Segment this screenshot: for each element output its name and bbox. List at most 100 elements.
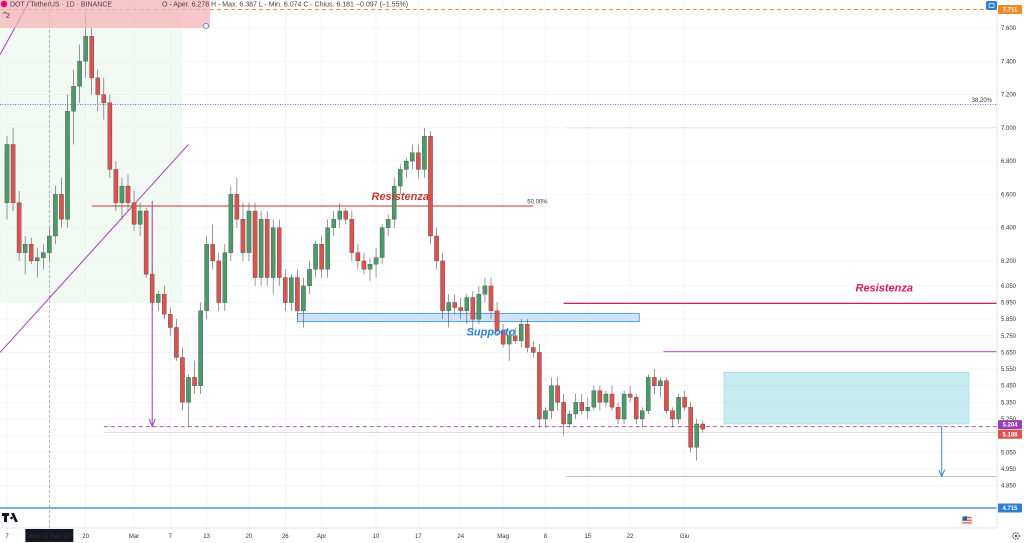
candle-body (658, 380, 663, 386)
candle-body (670, 410, 675, 420)
candle-body (168, 314, 173, 328)
candle-body (77, 61, 82, 87)
candle-body (361, 260, 367, 270)
price-tag (998, 420, 1022, 430)
candle-body (500, 330, 506, 345)
price-tag (998, 503, 1022, 513)
candle-body (198, 310, 203, 386)
candle-body (295, 277, 300, 311)
y-tick-label: 6.400 (1001, 226, 1017, 232)
price-tag-label: 4.715 (1002, 506, 1018, 512)
x-tick-label: 24 (457, 534, 464, 540)
candle-body (385, 219, 391, 228)
candle-body (349, 219, 355, 253)
x-tick-label: 13 (203, 534, 210, 540)
x-tick-label: Mag (497, 534, 509, 540)
candle-body (210, 244, 215, 262)
chevron-up-icon[interactable] (2, 11, 8, 15)
candle-body (621, 393, 627, 420)
candle-body (379, 227, 385, 258)
candle-body (276, 227, 282, 278)
candle-body (22, 244, 28, 253)
price-axis-panel[interactable] (997, 0, 1024, 528)
candle-body (537, 352, 542, 420)
price-tag (998, 5, 1022, 15)
fib-38-label: 38.20% (972, 98, 993, 104)
candle-body (367, 264, 373, 270)
candle-body (180, 357, 185, 403)
drawing-handle[interactable] (203, 23, 209, 29)
candle-body (28, 244, 34, 262)
y-tick-label: 4.850 (1001, 484, 1017, 490)
candle-body (543, 410, 548, 420)
header-highlight (0, 0, 210, 28)
flag-icon[interactable] (961, 515, 973, 527)
y-tick-label: 7.000 (1001, 126, 1017, 132)
candle-body (337, 210, 342, 220)
y-tick-label: 5.650 (1001, 350, 1017, 356)
candle-body (494, 310, 500, 331)
candle-body (531, 347, 536, 353)
candle-body (83, 36, 88, 62)
y-tick-label: 5.350 (1001, 400, 1017, 406)
candle-body (476, 294, 482, 320)
candle-body (131, 202, 137, 225)
candle-body (319, 244, 324, 270)
x-tick-label: 7 (5, 534, 9, 540)
candle-body (53, 194, 58, 237)
candle-body (89, 36, 94, 79)
candle-body (512, 335, 518, 341)
candle-body (694, 423, 699, 448)
candle-body (204, 244, 209, 311)
candle-body (615, 407, 621, 420)
y-tick-label: 6.050 (1001, 284, 1017, 290)
candle-body (307, 269, 312, 287)
candle-body (579, 402, 585, 411)
candle-body (549, 385, 554, 411)
candle-body (397, 169, 403, 187)
trendline (0, 144, 189, 353)
candle-body (404, 160, 409, 170)
candle-body (646, 377, 651, 411)
candle-body (664, 380, 669, 411)
y-tick-label: 7.400 (1001, 59, 1017, 65)
candle-body (41, 252, 46, 258)
candle-body (113, 169, 119, 203)
candle-body (222, 252, 228, 303)
resistance-label: Resistenza (856, 282, 913, 294)
candle-body (440, 260, 445, 311)
candle-body (155, 294, 161, 303)
candle-body (355, 252, 361, 262)
candle-body (143, 210, 149, 275)
tradingview-logo-icon (2, 513, 18, 522)
candle-body (525, 324, 530, 348)
gear-icon[interactable] (1012, 532, 1020, 540)
candle-body (597, 390, 603, 403)
y-tick-label: 5.250 (1001, 417, 1017, 423)
candle-body (676, 397, 681, 420)
x-tick-label: 15 (584, 534, 591, 540)
x-tick-label: 22 (627, 534, 634, 540)
candle-body (519, 324, 524, 341)
candle-body (4, 144, 10, 203)
y-tick-label: 5.550 (1001, 367, 1017, 373)
candle-body (428, 135, 433, 237)
candle-body (65, 111, 70, 220)
candle-body (331, 219, 336, 228)
y-tick-label: 5.450 (1001, 384, 1017, 390)
screenshot-icon[interactable] (986, 1, 997, 10)
candle-body (373, 257, 379, 265)
candle-body (149, 274, 155, 303)
candle-body (682, 397, 687, 408)
y-tick-label: 5.950 (1001, 301, 1017, 307)
candle-body (264, 219, 270, 278)
arrow-head (148, 418, 156, 428)
candle-body (640, 410, 645, 420)
price-tag-label: 5.188 (1002, 432, 1018, 438)
time-axis-panel[interactable] (0, 528, 997, 543)
x-tick-label: 7 (169, 534, 173, 540)
candle-body (258, 219, 264, 278)
candle-body (633, 397, 639, 420)
y-tick-label: 5.050 (1001, 450, 1017, 456)
